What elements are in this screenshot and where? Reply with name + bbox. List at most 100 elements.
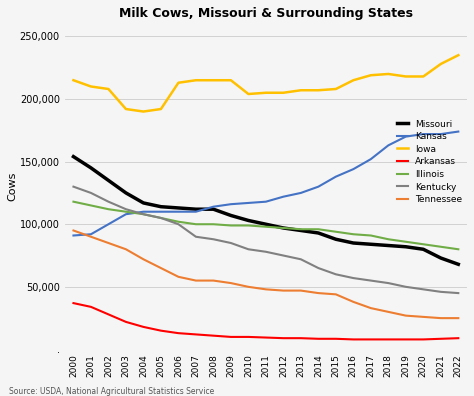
Iowa xyxy=(298,88,304,93)
Missouri xyxy=(123,190,129,195)
Illinois xyxy=(438,244,444,249)
Kansas xyxy=(385,143,391,148)
Missouri xyxy=(228,213,234,218)
Kansas xyxy=(350,167,356,171)
Arkansas xyxy=(298,336,304,341)
Iowa xyxy=(281,90,286,95)
Line: Iowa: Iowa xyxy=(73,55,458,112)
Tennessee xyxy=(368,306,374,310)
Illinois xyxy=(263,225,269,229)
Y-axis label: Cows: Cows xyxy=(7,172,17,201)
Iowa xyxy=(456,53,461,57)
Iowa xyxy=(141,109,146,114)
Illinois xyxy=(281,226,286,230)
Kentucky xyxy=(403,284,409,289)
Kentucky xyxy=(316,266,321,270)
Illinois xyxy=(88,203,94,208)
Arkansas xyxy=(193,332,199,337)
Tennessee xyxy=(71,228,76,233)
Kentucky xyxy=(228,241,234,246)
Kansas xyxy=(123,212,129,217)
Kansas xyxy=(88,232,94,237)
Kansas xyxy=(228,202,234,207)
Tennessee xyxy=(438,316,444,320)
Tennessee xyxy=(420,314,426,319)
Missouri xyxy=(175,206,181,210)
Kentucky xyxy=(385,281,391,286)
Arkansas xyxy=(385,337,391,342)
Iowa xyxy=(385,72,391,76)
Illinois xyxy=(385,237,391,242)
Arkansas xyxy=(106,312,111,317)
Arkansas xyxy=(123,320,129,324)
Kansas xyxy=(71,233,76,238)
Iowa xyxy=(106,87,111,91)
Tennessee xyxy=(333,292,339,297)
Kansas xyxy=(403,134,409,139)
Kentucky xyxy=(246,247,251,251)
Tennessee xyxy=(246,284,251,289)
Tennessee xyxy=(175,274,181,279)
Title: Milk Cows, Missouri & Surrounding States: Milk Cows, Missouri & Surrounding States xyxy=(119,7,413,20)
Tennessee xyxy=(298,288,304,293)
Missouri xyxy=(385,243,391,248)
Kansas xyxy=(298,190,304,195)
Illinois xyxy=(175,219,181,224)
Kentucky xyxy=(210,237,216,242)
Kentucky xyxy=(368,278,374,283)
Tennessee xyxy=(281,288,286,293)
Tennessee xyxy=(385,310,391,314)
Kentucky xyxy=(88,190,94,195)
Arkansas xyxy=(456,336,461,341)
Illinois xyxy=(456,247,461,251)
Iowa xyxy=(350,78,356,83)
Line: Arkansas: Arkansas xyxy=(73,303,458,339)
Missouri xyxy=(141,200,146,205)
Tennessee xyxy=(263,287,269,292)
Arkansas xyxy=(246,335,251,339)
Arkansas xyxy=(368,337,374,342)
Missouri xyxy=(298,228,304,233)
Kentucky xyxy=(456,291,461,295)
Kentucky xyxy=(193,234,199,239)
Kentucky xyxy=(158,215,164,220)
Missouri xyxy=(316,230,321,235)
Kansas xyxy=(316,184,321,189)
Kentucky xyxy=(106,199,111,204)
Iowa xyxy=(420,74,426,79)
Tennessee xyxy=(403,313,409,318)
Kansas xyxy=(158,209,164,214)
Missouri xyxy=(456,262,461,267)
Illinois xyxy=(158,215,164,220)
Missouri xyxy=(263,222,269,227)
Iowa xyxy=(175,80,181,85)
Arkansas xyxy=(420,337,426,342)
Tennessee xyxy=(193,278,199,283)
Tennessee xyxy=(210,278,216,283)
Kansas xyxy=(246,200,251,205)
Arkansas xyxy=(210,333,216,338)
Tennessee xyxy=(123,247,129,251)
Arkansas xyxy=(175,331,181,335)
Missouri xyxy=(71,154,76,159)
Kansas xyxy=(106,222,111,227)
Missouri xyxy=(106,178,111,183)
Illinois xyxy=(420,242,426,247)
Kansas xyxy=(368,157,374,162)
Line: Tennessee: Tennessee xyxy=(73,230,458,318)
Kentucky xyxy=(350,276,356,280)
Missouri xyxy=(210,207,216,211)
Missouri xyxy=(158,204,164,209)
Arkansas xyxy=(438,337,444,341)
Illinois xyxy=(210,222,216,227)
Iowa xyxy=(71,78,76,83)
Illinois xyxy=(368,233,374,238)
Illinois xyxy=(228,223,234,228)
Line: Illinois: Illinois xyxy=(73,202,458,249)
Arkansas xyxy=(403,337,409,342)
Iowa xyxy=(316,88,321,93)
Tennessee xyxy=(350,299,356,304)
Iowa xyxy=(438,62,444,67)
Missouri xyxy=(246,218,251,223)
Missouri xyxy=(368,242,374,247)
